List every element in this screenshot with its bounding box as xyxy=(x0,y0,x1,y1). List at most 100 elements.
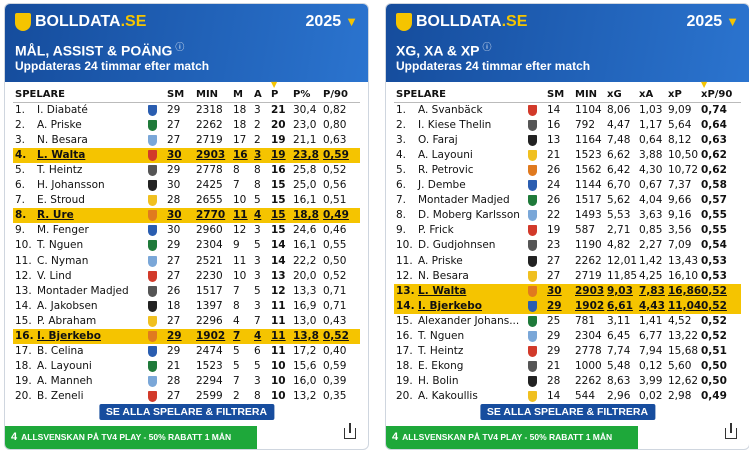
stat-cell: 4,43 xyxy=(639,299,665,312)
player-name[interactable]: Montader Madjed xyxy=(418,194,510,207)
player-name[interactable]: N. Besara xyxy=(418,269,469,282)
stat-cell: 3,63 xyxy=(639,209,663,222)
column-header[interactable]: P% xyxy=(293,89,311,100)
stat-cell: 0,52 xyxy=(701,284,727,297)
column-header[interactable]: xG xyxy=(607,89,622,100)
promo-banner[interactable]: 4 ALLSVENSKAN PÅ TV4 PLAY - 50% RABATT 1 … xyxy=(5,426,257,449)
player-name[interactable]: D. Gudjohnsen xyxy=(418,239,496,252)
stat-cell: 6,77 xyxy=(639,329,663,342)
stat-cell: 29 xyxy=(167,164,181,177)
team-logo xyxy=(528,300,537,312)
player-name[interactable]: I. Bjerkebo xyxy=(37,329,102,342)
season-select[interactable]: 2025 ▼ xyxy=(687,13,739,31)
see-all-button[interactable]: SE ALLA SPELARE & FILTRERA xyxy=(479,404,656,420)
player-name[interactable]: A. Svanbäck xyxy=(418,104,483,116)
player-name[interactable]: Alexander Johans... xyxy=(418,314,520,327)
player-name[interactable]: I. Diabaté xyxy=(37,104,88,116)
stat-cell: 21 xyxy=(547,149,561,162)
share-icon[interactable] xyxy=(344,423,356,439)
promo-banner[interactable]: 4 ALLSVENSKAN PÅ TV4 PLAY - 50% RABATT 1 … xyxy=(386,426,638,449)
stat-cell: 1902 xyxy=(196,329,226,342)
rank: 9. xyxy=(15,224,26,237)
team-logo xyxy=(528,345,537,357)
player-name[interactable]: R. Petrovic xyxy=(418,164,474,177)
team-logo xyxy=(148,135,157,147)
stat-cell: 11 xyxy=(233,209,248,222)
column-header[interactable]: xP xyxy=(668,89,682,100)
player-name[interactable]: T. Nguen xyxy=(37,239,84,252)
player-name[interactable]: C. Nyman xyxy=(37,254,89,267)
rank: 15. xyxy=(396,314,413,327)
column-header[interactable]: SM xyxy=(167,89,185,100)
stat-cell: 5,62 xyxy=(607,194,631,207)
rank: 7. xyxy=(15,194,26,207)
player-name[interactable]: T. Heintz xyxy=(418,344,464,357)
stat-cell: 21 xyxy=(271,104,286,116)
column-header[interactable]: SM xyxy=(547,89,565,100)
team-logo xyxy=(528,240,537,252)
player-name[interactable]: L. Walta xyxy=(37,149,86,162)
team-logo xyxy=(528,270,537,282)
column-header[interactable]: P/90 xyxy=(323,89,348,100)
team-logo xyxy=(148,180,157,192)
panel-title: MÅL, ASSIST & POÄNG ⓘ xyxy=(15,40,184,59)
team-logo xyxy=(528,195,537,207)
stat-cell: 5,64 xyxy=(668,119,692,132)
player-name[interactable]: A. Priske xyxy=(418,254,463,267)
info-icon[interactable]: ⓘ xyxy=(482,42,492,52)
player-name[interactable]: H. Johansson xyxy=(37,179,105,192)
info-icon[interactable]: ⓘ xyxy=(175,42,185,52)
column-header[interactable]: A xyxy=(254,89,262,100)
player-name[interactable]: A. Manneh xyxy=(37,374,93,387)
player-name[interactable]: Montader Madjed xyxy=(37,284,129,297)
player-name[interactable]: M. Fenger xyxy=(37,224,89,237)
team-logo xyxy=(528,375,537,387)
player-name[interactable]: P. Frick xyxy=(418,224,454,237)
player-name[interactable]: R. Ure xyxy=(37,209,74,222)
player-name[interactable]: E. Stroud xyxy=(37,194,85,207)
stat-cell: 2903 xyxy=(196,149,226,162)
column-header[interactable]: xP/90 xyxy=(701,89,733,100)
player-name[interactable]: D. Moberg Karlsson xyxy=(418,209,520,222)
share-icon[interactable] xyxy=(725,423,737,439)
player-name[interactable]: B. Zeneli xyxy=(37,389,84,402)
player-name[interactable]: A. Priske xyxy=(37,119,82,132)
stat-cell: 544 xyxy=(575,389,596,402)
rank: 11. xyxy=(15,254,32,267)
player-name[interactable]: H. Bolin xyxy=(418,374,459,387)
column-header[interactable]: M xyxy=(233,89,243,100)
rank: 10. xyxy=(396,239,413,252)
player-name[interactable]: E. Ekong xyxy=(418,359,464,372)
column-header[interactable]: MIN xyxy=(196,89,219,100)
player-name[interactable]: V. Lind xyxy=(37,269,72,282)
row-highlight xyxy=(394,283,741,299)
stat-cell: 0,52 xyxy=(701,329,727,342)
player-name[interactable]: O. Faraj xyxy=(418,134,458,147)
stat-cell: 27 xyxy=(167,389,181,402)
column-header[interactable]: SPELARE xyxy=(15,89,66,100)
stat-cell: 29 xyxy=(547,299,562,312)
column-header[interactable]: xA xyxy=(639,89,654,100)
player-name[interactable]: T. Heintz xyxy=(37,164,83,177)
player-name[interactable]: A. Kakoullis xyxy=(418,389,478,402)
player-name[interactable]: N. Besara xyxy=(37,134,88,147)
player-name[interactable]: A. Layouni xyxy=(418,149,473,162)
player-name[interactable]: B. Celina xyxy=(37,344,84,357)
see-all-button[interactable]: SE ALLA SPELARE & FILTRERA xyxy=(98,404,275,420)
player-name[interactable]: T. Nguen xyxy=(418,329,465,342)
player-name[interactable]: I. Kiese Thelin xyxy=(418,119,492,132)
player-name[interactable]: A. Layouni xyxy=(37,359,92,372)
player-name[interactable]: J. Dembe xyxy=(418,179,466,192)
stat-cell: 1,17 xyxy=(639,119,663,132)
column-header[interactable]: MIN xyxy=(575,89,598,100)
season-select[interactable]: 2025 ▼ xyxy=(306,13,358,31)
player-name[interactable]: P. Abraham xyxy=(37,314,97,327)
player-name[interactable]: A. Jakobsen xyxy=(37,299,98,312)
stat-cell: 29 xyxy=(167,329,182,342)
player-name[interactable]: I. Bjerkebo xyxy=(418,299,483,312)
player-name[interactable]: L. Walta xyxy=(418,284,467,297)
column-header[interactable]: P xyxy=(271,89,279,100)
brand-name: BOLLDATA xyxy=(35,13,121,30)
column-header[interactable]: SPELARE xyxy=(396,89,447,100)
team-logo xyxy=(148,120,157,132)
